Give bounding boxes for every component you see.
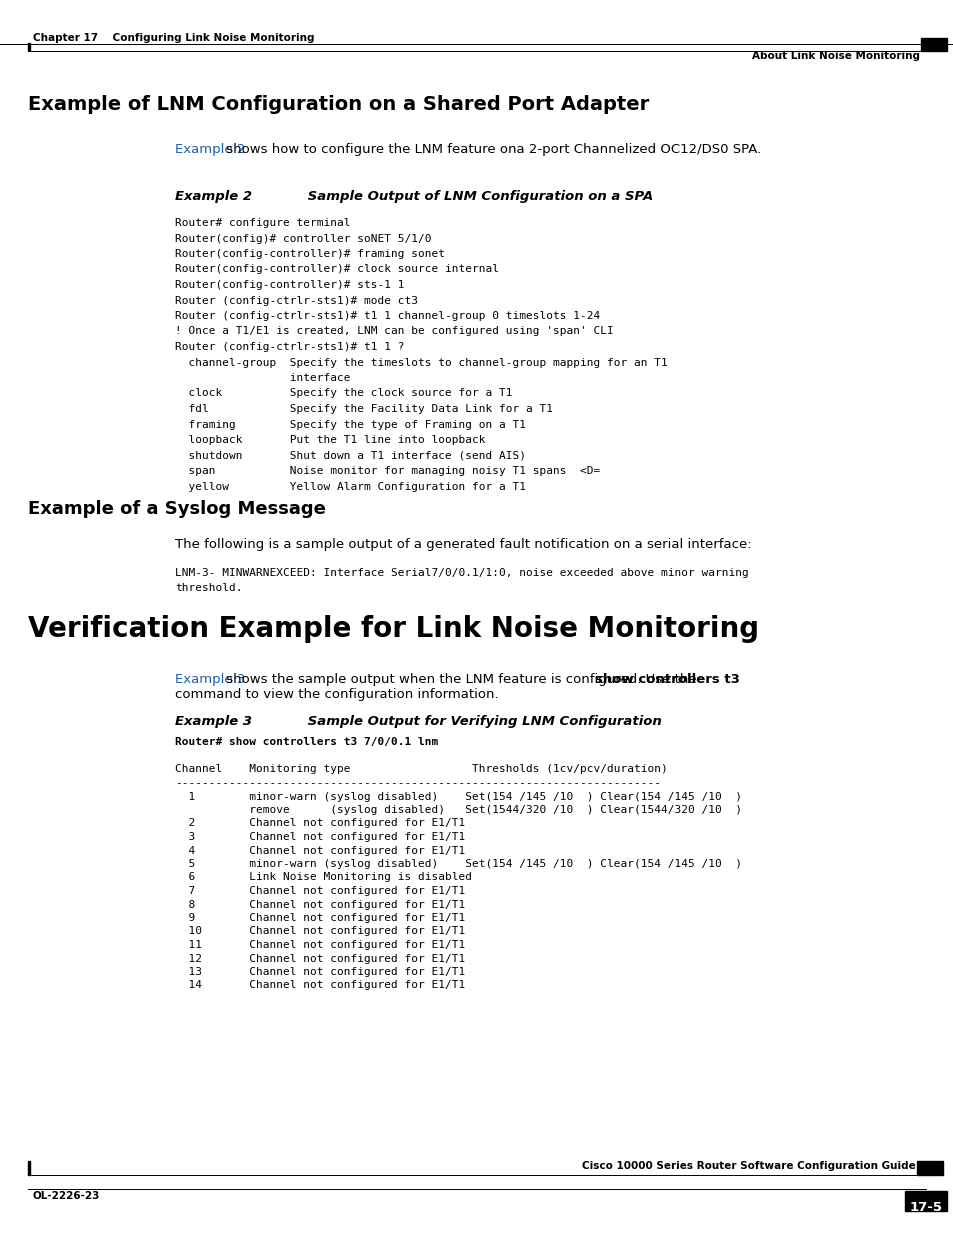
- Text: 17-5: 17-5: [908, 1200, 942, 1214]
- Text: Example 3: Example 3: [174, 673, 245, 685]
- Text: fdl            Specify the Facility Data Link for a T1: fdl Specify the Facility Data Link for a…: [174, 404, 553, 414]
- Text: 13       Channel not configured for E1/T1: 13 Channel not configured for E1/T1: [174, 967, 465, 977]
- Text: Sample Output for Verifying LNM Configuration: Sample Output for Verifying LNM Configur…: [280, 715, 661, 727]
- Bar: [28, 43, 30, 49]
- Text: Example 3: Example 3: [174, 715, 252, 727]
- Text: 8        Channel not configured for E1/T1: 8 Channel not configured for E1/T1: [174, 899, 465, 909]
- Text: Example of a Syslog Message: Example of a Syslog Message: [28, 500, 326, 517]
- Text: 9        Channel not configured for E1/T1: 9 Channel not configured for E1/T1: [174, 913, 465, 923]
- Text: 10       Channel not configured for E1/T1: 10 Channel not configured for E1/T1: [174, 926, 465, 936]
- Text: 14       Channel not configured for E1/T1: 14 Channel not configured for E1/T1: [174, 981, 465, 990]
- Text: threshold.: threshold.: [174, 583, 242, 593]
- Text: 1        minor-warn (syslog disabled)    Set(154 /145 /10  ) Clear(154 /145 /10 : 1 minor-warn (syslog disabled) Set(154 /…: [174, 792, 741, 802]
- Bar: [28, 1161, 30, 1174]
- Text: remove      (syslog disabled)   Set(1544/320 /10  ) Clear(1544/320 /10  ): remove (syslog disabled) Set(1544/320 /1…: [174, 805, 741, 815]
- Text: Router (config-ctrlr-sts1)# t1 1 ?: Router (config-ctrlr-sts1)# t1 1 ?: [174, 342, 404, 352]
- Text: yellow         Yellow Alarm Configuration for a T1: yellow Yellow Alarm Configuration for a …: [174, 482, 525, 492]
- Text: Router(config-controller)# clock source internal: Router(config-controller)# clock source …: [174, 264, 498, 274]
- Text: Verification Example for Link Noise Monitoring: Verification Example for Link Noise Moni…: [28, 615, 759, 643]
- Text: command to view the configuration information.: command to view the configuration inform…: [174, 688, 498, 701]
- Text: ! Once a T1/E1 is created, LNM can be configured using 'span' CLI: ! Once a T1/E1 is created, LNM can be co…: [174, 326, 613, 336]
- Text: Example 2: Example 2: [174, 190, 252, 203]
- Text: 3        Channel not configured for E1/T1: 3 Channel not configured for E1/T1: [174, 832, 465, 842]
- Text: 2        Channel not configured for E1/T1: 2 Channel not configured for E1/T1: [174, 819, 465, 829]
- Text: Router# show controllers t3 7/0/0.1 lnm: Router# show controllers t3 7/0/0.1 lnm: [174, 737, 437, 747]
- Text: 7        Channel not configured for E1/T1: 7 Channel not configured for E1/T1: [174, 885, 465, 897]
- Text: Router(config-controller)# sts-1 1: Router(config-controller)# sts-1 1: [174, 280, 404, 290]
- Bar: [916, 1161, 942, 1174]
- Text: clock          Specify the clock source for a T1: clock Specify the clock source for a T1: [174, 389, 512, 399]
- Text: show controllers t3: show controllers t3: [595, 673, 740, 685]
- Text: Router (config-ctrlr-sts1)# mode ct3: Router (config-ctrlr-sts1)# mode ct3: [174, 295, 417, 305]
- Text: 11       Channel not configured for E1/T1: 11 Channel not configured for E1/T1: [174, 940, 465, 950]
- Text: 5        minor-warn (syslog disabled)    Set(154 /145 /10  ) Clear(154 /145 /10 : 5 minor-warn (syslog disabled) Set(154 /…: [174, 860, 741, 869]
- Text: Sample Output of LNM Configuration on a SPA: Sample Output of LNM Configuration on a …: [280, 190, 653, 203]
- Text: OL-2226-23: OL-2226-23: [33, 1191, 100, 1200]
- Text: loopback       Put the T1 line into loopback: loopback Put the T1 line into loopback: [174, 435, 485, 445]
- Text: Router (config-ctrlr-sts1)# t1 1 channel-group 0 timeslots 1-24: Router (config-ctrlr-sts1)# t1 1 channel…: [174, 311, 599, 321]
- Text: interface: interface: [174, 373, 350, 383]
- Text: framing        Specify the type of Framing on a T1: framing Specify the type of Framing on a…: [174, 420, 525, 430]
- Text: About Link Noise Monitoring: About Link Noise Monitoring: [751, 51, 919, 61]
- Bar: [904, 1191, 946, 1212]
- Text: Router(config-controller)# framing sonet: Router(config-controller)# framing sonet: [174, 249, 444, 259]
- Text: 12       Channel not configured for E1/T1: 12 Channel not configured for E1/T1: [174, 953, 465, 963]
- Text: Example 2: Example 2: [174, 143, 245, 156]
- Text: 4        Channel not configured for E1/T1: 4 Channel not configured for E1/T1: [174, 846, 465, 856]
- Text: Router(config)# controller soNET 5/1/0: Router(config)# controller soNET 5/1/0: [174, 233, 431, 243]
- Bar: [920, 38, 946, 51]
- Text: shows the sample output when the LNM feature is configured. Use the: shows the sample output when the LNM fea…: [222, 673, 700, 685]
- Text: 6        Link Noise Monitoring is disabled: 6 Link Noise Monitoring is disabled: [174, 872, 472, 883]
- Text: Channel    Monitoring type                  Thresholds (1cv/pcv/duration): Channel Monitoring type Thresholds (1cv/…: [174, 764, 667, 774]
- Text: channel-group  Specify the timeslots to channel-group mapping for an T1: channel-group Specify the timeslots to c…: [174, 357, 667, 368]
- Text: Cisco 10000 Series Router Software Configuration Guide: Cisco 10000 Series Router Software Confi…: [581, 1161, 915, 1171]
- Text: span           Noise monitor for managing noisy T1 spans  <D=: span Noise monitor for managing noisy T1…: [174, 466, 599, 475]
- Text: shutdown       Shut down a T1 interface (send AIS): shutdown Shut down a T1 interface (send …: [174, 451, 525, 461]
- Text: ------------------------------------------------------------------------: ----------------------------------------…: [174, 778, 660, 788]
- Text: Example of LNM Configuration on a Shared Port Adapter: Example of LNM Configuration on a Shared…: [28, 95, 649, 114]
- Text: shows how to configure the LNM feature ona 2-port Channelized OC12/DS0 SPA.: shows how to configure the LNM feature o…: [222, 143, 760, 156]
- Text: Router# configure terminal: Router# configure terminal: [174, 219, 350, 228]
- Text: Chapter 17    Configuring Link Noise Monitoring: Chapter 17 Configuring Link Noise Monito…: [33, 33, 314, 43]
- Text: LNM-3- MINWARNEXCEED: Interface Serial7/0/0.1/1:0, noise exceeded above minor wa: LNM-3- MINWARNEXCEED: Interface Serial7/…: [174, 568, 748, 578]
- Text: The following is a sample output of a generated fault notification on a serial i: The following is a sample output of a ge…: [174, 538, 751, 551]
